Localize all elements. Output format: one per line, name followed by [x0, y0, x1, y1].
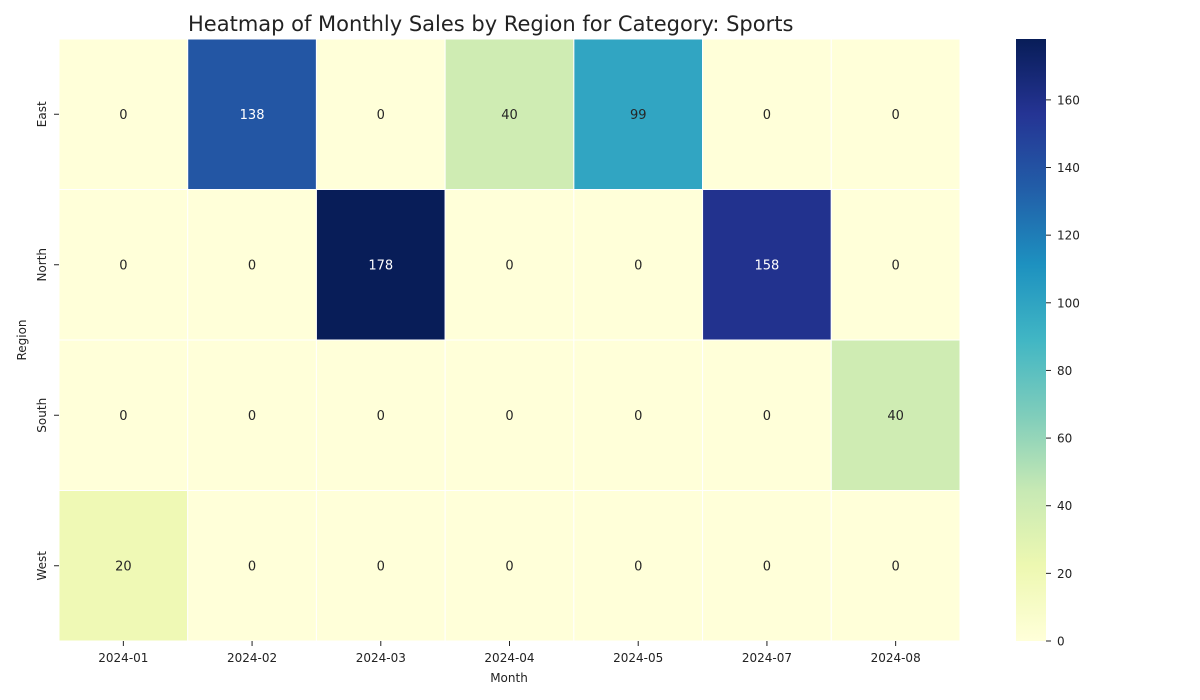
heatmap-cell	[702, 38, 832, 190]
cell-value-label: 0	[505, 409, 513, 424]
heatmap-cell	[444, 490, 575, 642]
heatmap-cell	[702, 189, 832, 341]
cell-value-label: 0	[763, 108, 771, 123]
cell-value-label: 0	[634, 559, 642, 574]
heatmap-cell	[315, 339, 446, 491]
y-axis-ticks: East North South West	[35, 101, 59, 581]
cell-value-label: 0	[377, 108, 385, 123]
heatmap-cell	[58, 339, 189, 491]
x-axis-ticks: 2024-01 2024-02 2024-03 2024-04 2024-05 2024-…	[98, 641, 921, 665]
heatmap-cells: 0 138 0 40 99 0 0 0 0 178 0 0 158 0 0 0 0 0 0 0 40 20 0 0 0 0 0 0	[58, 38, 961, 642]
heatmap-cell	[58, 38, 189, 190]
cell-value-label: 0	[377, 409, 385, 424]
cell-value-label: 0	[892, 559, 900, 574]
cell-value-label: 178	[368, 258, 393, 273]
x-tick-label: 2024-08	[871, 651, 921, 665]
colorbar-tick-label: 40	[1057, 499, 1072, 513]
cell-value-label: 0	[634, 258, 642, 273]
heatmap-cell	[830, 339, 961, 491]
colorbar	[1016, 39, 1046, 641]
heatmap-cell	[573, 339, 704, 491]
cell-value-label: 99	[630, 108, 647, 123]
cell-value-label: 40	[887, 409, 904, 424]
heatmap-cell	[315, 38, 446, 190]
heatmap-cell	[830, 189, 961, 341]
x-tick-label: 2024-03	[356, 651, 406, 665]
heatmap-cell	[58, 490, 189, 642]
heatmap-cell	[830, 490, 961, 642]
colorbar-tick-label: 100	[1057, 296, 1080, 310]
colorbar-ticks: 0 20 40 60 80 100 120 140 160	[1046, 93, 1080, 649]
heatmap-cell	[187, 490, 317, 642]
y-axis-label: Region	[15, 319, 29, 360]
cell-value-label: 0	[119, 409, 127, 424]
heatmap-cell	[187, 339, 317, 491]
colorbar-tick-label: 140	[1057, 161, 1080, 175]
heatmap-cell	[187, 38, 317, 190]
x-tick-label: 2024-05	[613, 651, 663, 665]
y-tick-label: West	[35, 551, 49, 581]
cell-value-label: 0	[763, 409, 771, 424]
colorbar-tick-label: 80	[1057, 364, 1072, 378]
cell-value-label: 0	[248, 409, 256, 424]
cell-value-label: 0	[505, 559, 513, 574]
heatmap-cell	[315, 189, 446, 341]
cell-value-label: 0	[634, 409, 642, 424]
x-tick-label: 2024-07	[742, 651, 792, 665]
x-tick-label: 2024-01	[98, 651, 148, 665]
colorbar-tick-label: 60	[1057, 432, 1072, 446]
x-tick-label: 2024-02	[227, 651, 277, 665]
colorbar-tick-label: 160	[1057, 93, 1080, 107]
y-tick-label: East	[35, 101, 49, 127]
cell-value-label: 0	[377, 559, 385, 574]
cell-value-label: 20	[115, 559, 132, 574]
heatmap-cell	[702, 490, 832, 642]
cell-value-label: 0	[248, 559, 256, 574]
colorbar-tick-label: 20	[1057, 567, 1072, 581]
cell-value-label: 0	[892, 258, 900, 273]
cell-value-label: 158	[755, 258, 780, 273]
cell-value-label: 0	[119, 108, 127, 123]
cell-value-label: 0	[119, 258, 127, 273]
cell-value-label: 0	[248, 258, 256, 273]
heatmap-cell	[444, 339, 575, 491]
chart-title: Heatmap of Monthly Sales by Region for C…	[188, 12, 793, 36]
cell-value-label: 0	[505, 258, 513, 273]
heatmap-cell	[573, 38, 704, 190]
heatmap-cell	[573, 189, 704, 341]
heatmap-cell	[702, 339, 832, 491]
cell-value-label: 0	[763, 559, 771, 574]
heatmap-cell	[58, 189, 189, 341]
cell-value-label: 0	[892, 108, 900, 123]
x-axis-label: Month	[490, 671, 528, 685]
cell-value-label: 138	[240, 108, 265, 123]
y-tick-label: South	[35, 398, 49, 433]
heatmap-cell	[444, 38, 575, 190]
y-tick-label: North	[35, 248, 49, 282]
colorbar-tick-label: 0	[1057, 635, 1065, 649]
cell-value-label: 40	[501, 108, 518, 123]
x-tick-label: 2024-04	[484, 651, 534, 665]
colorbar-tick-label: 120	[1057, 229, 1080, 243]
